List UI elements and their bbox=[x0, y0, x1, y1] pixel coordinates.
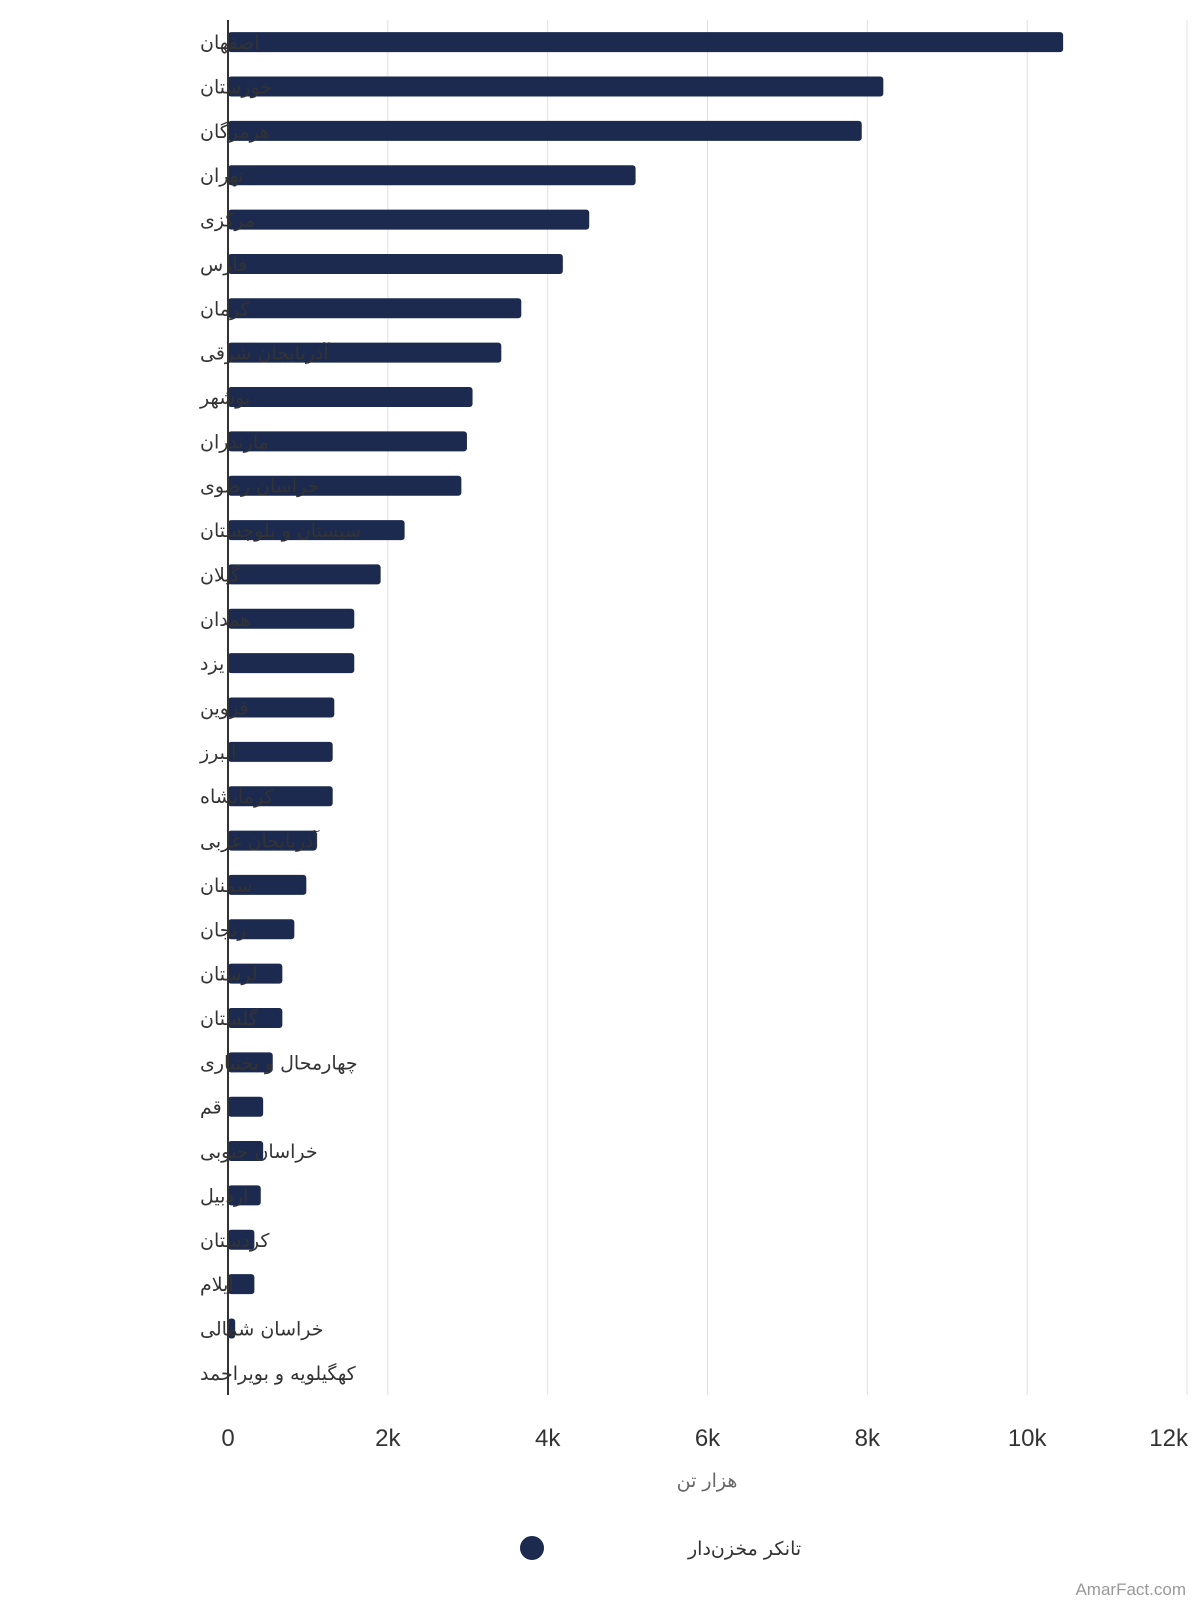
credit-link[interactable]: AmarFact.com bbox=[1075, 1580, 1186, 1599]
bar[interactable] bbox=[228, 1229, 255, 1250]
category-label: هرمزگان bbox=[200, 120, 270, 143]
bar[interactable] bbox=[228, 431, 467, 452]
x-tick-label: 0 bbox=[221, 1425, 234, 1452]
bar[interactable] bbox=[228, 653, 355, 674]
x-tick-label: 10k bbox=[1008, 1425, 1048, 1452]
bar[interactable] bbox=[228, 342, 502, 363]
category-label: البرز bbox=[199, 742, 236, 764]
category-label: بوشهر bbox=[199, 387, 250, 409]
x-tick-label: 2k bbox=[375, 1425, 401, 1452]
legend-marker bbox=[520, 1536, 544, 1560]
bar[interactable] bbox=[228, 253, 563, 274]
bar[interactable] bbox=[228, 564, 381, 585]
category-label: کهگیلویه و بویراحمد bbox=[200, 1362, 357, 1385]
bar[interactable] bbox=[228, 76, 884, 97]
category-label: چهارمحال و بختیاری bbox=[200, 1052, 358, 1074]
bar[interactable] bbox=[228, 520, 405, 541]
category-label: کردستان bbox=[200, 1230, 270, 1252]
category-label: کرمانشاه bbox=[200, 786, 274, 808]
bar[interactable] bbox=[228, 919, 295, 940]
category-label: خراسان شمالی bbox=[200, 1318, 324, 1340]
category-labels: اصفهان خوزستان هرمزگان تهران مرکزی فارس کرمان آ… bbox=[199, 32, 361, 1385]
bar[interactable] bbox=[228, 1185, 261, 1206]
bar[interactable] bbox=[228, 1141, 264, 1162]
legend-label: تانکر مخزن‌دار bbox=[687, 1538, 801, 1560]
bar[interactable] bbox=[228, 1096, 264, 1117]
category-label: قزوین bbox=[200, 698, 249, 720]
legend[interactable]: تانکر مخزن‌دار bbox=[520, 1536, 801, 1560]
category-label: مازندران bbox=[200, 431, 269, 453]
bar[interactable] bbox=[228, 786, 333, 807]
category-label: قم bbox=[200, 1097, 222, 1119]
category-label: آذربایجان شرقی bbox=[200, 341, 329, 365]
category-label: مرکزی bbox=[200, 210, 255, 232]
bars bbox=[228, 32, 1064, 1339]
bar[interactable] bbox=[228, 697, 335, 718]
bar[interactable] bbox=[228, 1274, 255, 1295]
category-label: خراسان جنوبی bbox=[200, 1141, 318, 1163]
x-tick-label: 6k bbox=[695, 1425, 721, 1452]
bar[interactable] bbox=[228, 298, 522, 319]
category-label: لرستان bbox=[200, 964, 258, 986]
category-label: اردبیل bbox=[200, 1185, 248, 1207]
category-label: آذربایجان غربی bbox=[200, 829, 320, 853]
bar[interactable] bbox=[228, 387, 473, 408]
bar[interactable] bbox=[228, 209, 590, 230]
grid-lines bbox=[387, 20, 1188, 1395]
x-tick-label: 12k bbox=[1149, 1425, 1189, 1452]
bar[interactable] bbox=[228, 1007, 283, 1028]
category-label: کرمان bbox=[200, 298, 250, 320]
category-label: فارس bbox=[200, 254, 247, 276]
category-label: خوزستان bbox=[200, 77, 272, 99]
bar[interactable] bbox=[228, 874, 307, 895]
category-label: گیلان bbox=[200, 563, 241, 586]
x-axis-title: هزار تن bbox=[677, 1470, 738, 1492]
bar[interactable] bbox=[228, 741, 333, 762]
category-label: همدان bbox=[200, 609, 250, 631]
bar[interactable] bbox=[228, 120, 862, 141]
category-label: اصفهان bbox=[200, 32, 260, 54]
category-label: خراسان رضوی bbox=[200, 476, 319, 498]
bar[interactable] bbox=[228, 165, 636, 186]
category-label: زنجان bbox=[200, 919, 246, 941]
bar[interactable] bbox=[228, 963, 283, 984]
bar[interactable] bbox=[228, 1052, 273, 1073]
bar[interactable] bbox=[228, 475, 462, 496]
bar[interactable] bbox=[228, 608, 355, 629]
category-label: سمنان bbox=[200, 875, 252, 897]
category-label: گلستان bbox=[200, 1007, 259, 1030]
category-label: ایلام bbox=[200, 1274, 234, 1296]
category-label: تهران bbox=[200, 165, 244, 187]
x-tick-label: 4k bbox=[535, 1425, 561, 1452]
bar[interactable] bbox=[228, 830, 317, 851]
category-label: سیستان و بلوچستان bbox=[200, 520, 361, 542]
category-label: یزد bbox=[200, 653, 224, 675]
bar[interactable] bbox=[228, 32, 1064, 53]
bar[interactable] bbox=[228, 1318, 236, 1339]
x-tick-labels: 0 2k 4k 6k 8k 10k 12k bbox=[221, 1425, 1189, 1452]
x-tick-label: 8k bbox=[855, 1425, 881, 1452]
